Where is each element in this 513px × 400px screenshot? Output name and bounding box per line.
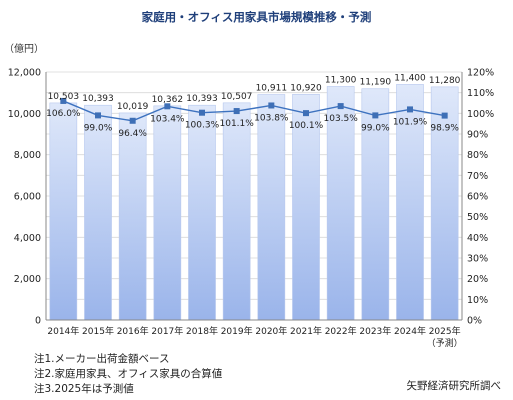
y2-tick-label: 50% <box>467 212 488 223</box>
x-tick-label: 2021年 <box>290 325 322 337</box>
y-tick-label: 12,000 <box>8 68 41 79</box>
y2-tick-label: 40% <box>467 233 488 244</box>
ratio-value-label: 100.3% <box>185 121 220 131</box>
bar <box>118 112 147 321</box>
bar <box>326 86 355 321</box>
bar-value-label: 10,393 <box>186 94 218 104</box>
bar <box>153 105 182 321</box>
bar-value-label: 10,920 <box>290 83 322 93</box>
y2-tick-label: 30% <box>467 254 488 265</box>
x-tick-label: 2016年 <box>117 325 149 337</box>
y-axis-unit: （億円） <box>4 44 44 55</box>
gridlines <box>46 71 462 321</box>
ratio-value-label: 106.0% <box>46 109 81 119</box>
y2-tick-label: 110% <box>467 88 494 99</box>
bar-value-label: 10,393 <box>82 94 114 104</box>
ratio-value-label: 99.0% <box>361 123 390 133</box>
x-tick-suffix: （予測） <box>427 337 463 349</box>
ratio-value-label: 103.8% <box>254 113 289 123</box>
y-tick-label: 2,000 <box>14 274 41 285</box>
bar <box>361 88 390 321</box>
bar-value-label: 11,400 <box>394 73 426 83</box>
ratio-line <box>60 97 448 124</box>
ratio-marker <box>199 109 205 116</box>
bar <box>396 84 424 321</box>
ratio-marker <box>268 102 275 109</box>
ratio-line-path <box>63 100 445 122</box>
bar-value-label: 10,911 <box>256 84 288 94</box>
ratio-value-label: 101.1% <box>220 119 255 129</box>
x-tick-label: 2019年 <box>221 325 253 337</box>
ratio-value-label: 99.0% <box>84 123 113 133</box>
y-tick-label: 10,000 <box>8 109 41 120</box>
y-tick-label: 6,000 <box>14 192 41 203</box>
note-3: 注3.2025年は予測値 <box>34 383 134 395</box>
y2-tick-label: 90% <box>467 130 488 141</box>
ratio-marker <box>337 103 344 110</box>
y2-tick-label: 120% <box>467 68 494 79</box>
note-2: 注2.家庭用家具、オフィス家具の合算値 <box>34 368 223 380</box>
y2-tick-label: 20% <box>467 274 488 285</box>
x-tick-label: 2020年 <box>255 325 287 337</box>
ratio-value-label: 96.4% <box>118 129 147 139</box>
bar-value-label: 10,507 <box>221 92 253 102</box>
y2-tick-label: 60% <box>467 192 488 203</box>
ratio-value-label: 103.5% <box>324 114 359 124</box>
bar <box>257 94 286 321</box>
ratio-marker <box>233 108 240 115</box>
ratio-marker <box>60 97 67 104</box>
y-tick-label: 8,000 <box>14 150 41 161</box>
ratio-value-label: 101.9% <box>393 117 428 127</box>
x-tick-label: 2025年 <box>429 325 461 337</box>
ratio-marker <box>441 112 448 119</box>
x-tick-label: 2017年 <box>151 325 183 337</box>
bar-value-label: 10,503 <box>48 92 80 102</box>
bar-value-label: 10,362 <box>152 95 184 105</box>
y2-tick-label: 10% <box>467 295 488 306</box>
y2-tick-label: 80% <box>467 150 488 161</box>
chart-title: 家庭用・オフィス用家具市場規模推移・予測 <box>141 10 372 24</box>
bar-value-label: 10,019 <box>117 102 149 112</box>
ratio-marker <box>303 110 309 117</box>
ratio-value-label: 98.9% <box>430 124 459 134</box>
axes: 0 2,000 4,000 6,000 8,000 10,000 12,000 0% 10% 20… <box>8 68 494 350</box>
bar-value-label: 11,190 <box>360 78 392 88</box>
bar <box>430 86 459 321</box>
ratio-marker <box>129 117 136 124</box>
bars <box>49 84 459 321</box>
x-tick-label: 2023年 <box>359 325 391 337</box>
source-credit: 矢野経済研究所調べ <box>406 380 502 392</box>
bar <box>292 94 320 321</box>
x-tick-label: 2018年 <box>186 325 218 337</box>
ratio-value-label: 100.1% <box>289 121 324 131</box>
bar <box>49 102 78 321</box>
ratio-value-label: 103.4% <box>150 114 185 124</box>
y2-tick-label: 0% <box>467 316 482 327</box>
ratio-marker <box>164 103 171 110</box>
x-tick-label: 2015年 <box>82 325 114 337</box>
ratio-marker <box>407 106 413 113</box>
x-tick-label: 2022年 <box>325 325 357 337</box>
y-tick-label: 0 <box>35 316 41 327</box>
ratio-marker <box>95 112 101 119</box>
x-tick-label: 2024年 <box>394 325 426 337</box>
note-1: 注1.メーカー出荷金額ベース <box>34 353 170 365</box>
x-tick-label: 2014年 <box>47 325 79 337</box>
bar-value-label: 11,300 <box>325 75 357 85</box>
ratio-marker <box>372 112 379 119</box>
bar <box>188 104 216 321</box>
y2-tick-label: 100% <box>467 109 494 120</box>
bar-value-label: 11,280 <box>429 76 461 86</box>
y-tick-label: 4,000 <box>14 233 41 244</box>
y2-tick-label: 70% <box>467 171 488 182</box>
bar <box>84 104 112 321</box>
bar <box>222 102 251 321</box>
